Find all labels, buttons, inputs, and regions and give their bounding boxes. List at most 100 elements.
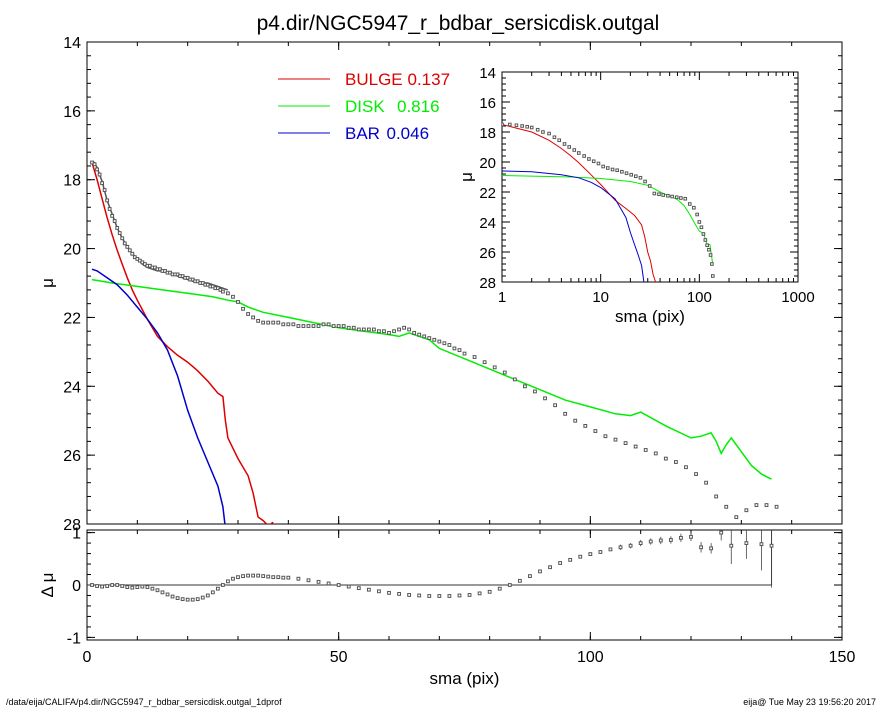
inset-data-point xyxy=(699,225,704,230)
residual-data-point xyxy=(336,583,341,587)
residual-data-point xyxy=(497,586,502,591)
inset-data-point xyxy=(701,232,706,236)
inset-log-panel: 1 10 100 1000 14 16 18 20 22 24 26 28 μ sma (pix) xyxy=(457,65,815,326)
residual-x-tick-label: 100 xyxy=(577,649,604,666)
inset-data-point xyxy=(529,125,534,130)
residual-x-axis-label: sma (pix) xyxy=(430,669,500,688)
main-y-tick-label: 14 xyxy=(63,35,81,52)
residual-data-point xyxy=(286,575,291,580)
inset-data-point xyxy=(576,151,581,155)
inset-frame xyxy=(501,71,799,283)
residual-data-point xyxy=(195,597,200,602)
residual-data-point xyxy=(366,587,371,592)
residual-data-point xyxy=(689,534,693,539)
main-data-point xyxy=(427,336,432,340)
main-data-point xyxy=(442,341,447,346)
main-data-point xyxy=(533,389,537,394)
inset-data-point xyxy=(596,161,601,166)
inset-data-point xyxy=(610,167,615,172)
inset-data-point xyxy=(638,175,643,180)
residual-x-tick-label: 150 xyxy=(829,649,856,666)
residual-data-point xyxy=(387,590,391,595)
residual-data-point xyxy=(744,541,749,545)
inset-data-point xyxy=(582,154,586,158)
residual-data-point xyxy=(231,576,235,581)
main-bulge-line-0 xyxy=(91,162,274,524)
residual-data-point xyxy=(507,583,512,587)
main-data-point xyxy=(447,343,452,347)
residual-data-point xyxy=(769,543,774,548)
main-data-point xyxy=(397,327,401,332)
main-data-point xyxy=(306,324,311,328)
residual-data-point xyxy=(679,535,683,540)
main-data-point xyxy=(125,244,130,249)
main-disk-line-1 xyxy=(91,278,772,480)
residual-data-point xyxy=(658,538,663,543)
inset-data-point xyxy=(695,212,699,217)
main-y-tick-label: 18 xyxy=(63,173,81,190)
main-data-point xyxy=(412,331,417,335)
residual-data-point xyxy=(729,543,734,548)
main-data-point xyxy=(301,324,306,328)
inset-data-point xyxy=(705,243,709,248)
residual-data-point xyxy=(155,588,160,593)
residual-data-point xyxy=(140,584,145,589)
main-data-point xyxy=(110,213,115,218)
main-data-point xyxy=(231,294,235,299)
main-data-point xyxy=(117,231,122,235)
main-y-tick-label: 16 xyxy=(63,104,81,121)
residual-y-tick-label: 1 xyxy=(72,526,81,543)
residual-data-point xyxy=(180,597,185,602)
inset-x-tick-label: 10 xyxy=(592,289,609,306)
residual-data-point xyxy=(487,589,492,594)
main-data-point xyxy=(623,441,628,445)
residual-data-point xyxy=(638,541,643,545)
residual-data-point xyxy=(699,545,703,550)
main-data-point xyxy=(387,331,391,335)
residual-data-point xyxy=(190,597,195,602)
main-data-point xyxy=(643,448,648,452)
residual-data-point xyxy=(628,543,633,548)
main-data-point xyxy=(271,320,276,325)
main-data-point xyxy=(241,306,245,311)
main-data-point xyxy=(774,504,779,509)
main-data-point xyxy=(226,291,230,296)
main-data-point xyxy=(377,329,381,334)
inset-data-point xyxy=(629,172,634,177)
main-data-point xyxy=(286,322,291,327)
main-data-point xyxy=(127,248,132,253)
inset-data-point xyxy=(657,192,661,197)
inset-data-point xyxy=(661,193,665,197)
main-data-point xyxy=(120,236,125,241)
main-data-point xyxy=(512,377,517,382)
main-data-point xyxy=(361,327,366,332)
inset-y-tick-label: 26 xyxy=(479,245,496,262)
inset-data-point xyxy=(633,174,638,179)
residual-data-point xyxy=(427,594,432,598)
residual-data-point xyxy=(100,584,104,589)
residual-data-point xyxy=(558,561,563,565)
residual-data-point xyxy=(759,542,764,547)
residual-data-point xyxy=(709,546,714,551)
inset-data-point xyxy=(679,196,683,200)
residual-data-point xyxy=(236,575,240,580)
main-data-point xyxy=(472,355,477,359)
residual-y-axis-label: Δ μ xyxy=(38,573,57,598)
residual-y-tick-label: -1 xyxy=(67,630,81,647)
legend-value-bulge: 0.137 xyxy=(408,70,451,89)
inset-bar-line-2 xyxy=(502,170,645,282)
main-data-point xyxy=(724,504,729,509)
main-data-point xyxy=(422,334,427,339)
residual-data-point xyxy=(125,585,130,589)
main-y-tick-label: 20 xyxy=(63,242,81,259)
residual-data-point xyxy=(185,597,190,602)
main-data-point xyxy=(543,396,547,401)
legend-label-bulge: BULGE xyxy=(345,70,403,89)
main-data-point xyxy=(663,456,668,461)
inset-y-tick-label: 28 xyxy=(479,275,496,292)
inset-data-point xyxy=(652,191,657,196)
residual-data-point xyxy=(377,589,381,594)
main-data-point xyxy=(276,320,281,325)
inset-data-point xyxy=(620,169,624,174)
main-data-point xyxy=(734,515,739,520)
